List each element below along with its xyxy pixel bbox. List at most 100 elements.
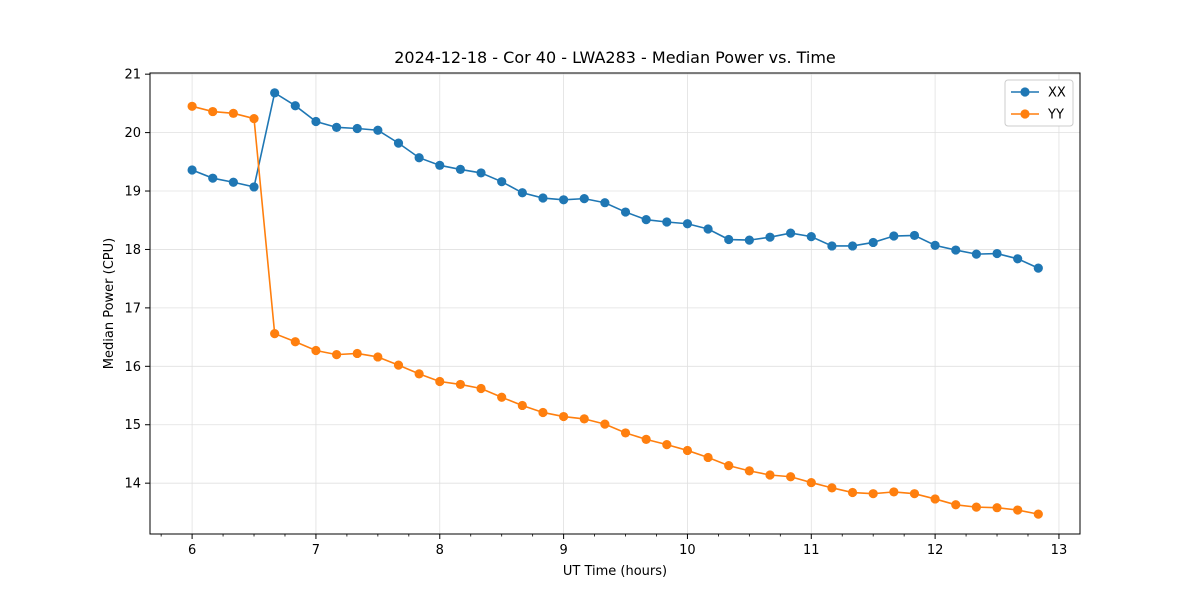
data-point-yy <box>951 500 961 510</box>
data-point-yy <box>765 470 775 480</box>
legend-label-xx: XX <box>1048 86 1066 101</box>
data-point-xx <box>311 116 321 127</box>
data-point-yy <box>393 360 404 370</box>
x-axis-label: UT Time (hours) <box>563 564 667 579</box>
data-point-yy <box>270 328 280 339</box>
data-point-xx <box>909 230 920 241</box>
y-tick-label: 14 <box>124 477 141 492</box>
y-tick-label: 16 <box>124 360 141 375</box>
data-point-xx <box>889 231 899 241</box>
data-point-xx <box>1013 254 1023 264</box>
data-point-yy <box>1013 505 1023 515</box>
y-tick-label: 21 <box>124 68 141 83</box>
data-point-xx <box>992 248 1002 259</box>
data-point-xx <box>620 207 631 217</box>
data-point-yy <box>1033 509 1043 519</box>
data-point-xx <box>951 245 961 255</box>
data-point-yy <box>352 348 362 359</box>
y-axis-label: Median Power (CPU) <box>102 238 117 369</box>
x-tick-label: 9 <box>559 543 567 558</box>
data-point-yy <box>373 352 383 362</box>
data-point-yy <box>827 483 837 493</box>
data-point-xx <box>703 224 713 234</box>
data-point-yy <box>909 489 920 499</box>
series-xx <box>187 88 1043 273</box>
data-point-yy <box>847 487 858 498</box>
data-point-yy <box>744 466 754 476</box>
y-tick-label: 20 <box>124 126 141 141</box>
data-point-yy <box>703 452 713 463</box>
data-point-yy <box>682 445 693 456</box>
grid-lines <box>150 73 1080 534</box>
data-point-yy <box>889 487 899 497</box>
data-point-yy <box>992 503 1002 513</box>
data-point-xx <box>270 88 280 98</box>
data-point-yy <box>930 494 940 504</box>
data-point-xx <box>930 240 940 250</box>
data-point-xx <box>786 228 796 238</box>
data-point-xx <box>847 241 858 251</box>
data-point-yy <box>641 434 651 444</box>
data-point-yy <box>311 345 321 356</box>
data-point-yy <box>497 392 507 402</box>
x-tick-label: 7 <box>312 543 320 558</box>
y-tick-label: 18 <box>124 243 141 258</box>
data-point-yy <box>662 440 672 450</box>
data-point-xx <box>249 182 259 192</box>
legend-marker-xx <box>1020 87 1030 97</box>
data-point-yy <box>228 108 238 118</box>
series-line-yy <box>191 105 1039 515</box>
x-tick-label: 6 <box>188 543 196 558</box>
data-point-yy <box>290 337 300 347</box>
data-point-xx <box>579 194 589 204</box>
data-point-yy <box>868 489 878 499</box>
data-point-xx <box>1033 263 1043 273</box>
legend-entry-yy: YY <box>1011 108 1064 123</box>
data-point-yy <box>435 376 445 387</box>
series-yy <box>187 101 1043 519</box>
data-point-xx <box>331 122 342 132</box>
y-tick-label: 15 <box>124 418 141 433</box>
data-point-xx <box>806 231 816 242</box>
data-point-yy <box>476 383 486 394</box>
data-point-xx <box>765 232 775 242</box>
plot-area-frame <box>149 72 1081 535</box>
x-tick-label: 10 <box>679 543 696 558</box>
data-point-xx <box>682 219 693 229</box>
legend-marker-yy <box>1020 109 1030 119</box>
data-point-yy <box>538 407 548 418</box>
data-point-xx <box>373 125 383 135</box>
data-point-xx <box>208 173 218 183</box>
y-tick-label: 19 <box>124 185 141 200</box>
data-point-yy <box>414 369 424 379</box>
data-point-yy <box>786 472 796 482</box>
data-point-yy <box>600 419 610 429</box>
data-point-yy <box>455 379 466 390</box>
data-point-xx <box>455 164 466 175</box>
data-point-xx <box>187 165 197 175</box>
data-point-xx <box>352 123 362 134</box>
data-point-yy <box>559 411 569 422</box>
data-point-xx <box>517 188 527 198</box>
data-point-xx <box>476 168 486 178</box>
data-point-xx <box>662 217 672 227</box>
data-point-yy <box>208 106 218 117</box>
data-point-yy <box>971 502 981 512</box>
data-point-yy <box>517 400 527 411</box>
axis-ticks: 6 7 8 9 10 11 12 13 14 15 16 17 18 19 20 21 <box>124 68 1067 558</box>
data-point-xx <box>414 153 424 163</box>
data-point-xx <box>868 237 878 248</box>
legend: XX YY <box>1004 79 1074 127</box>
legend-label-yy: YY <box>1047 108 1064 123</box>
x-tick-label: 8 <box>436 543 444 558</box>
x-tick-label: 13 <box>1051 543 1068 558</box>
data-point-yy <box>187 101 197 111</box>
y-tick-label: 17 <box>124 301 141 316</box>
data-point-yy <box>249 113 259 124</box>
x-tick-label: 11 <box>803 543 820 558</box>
data-point-xx <box>724 234 734 245</box>
series-layer <box>187 88 1043 519</box>
data-point-xx <box>744 235 754 245</box>
